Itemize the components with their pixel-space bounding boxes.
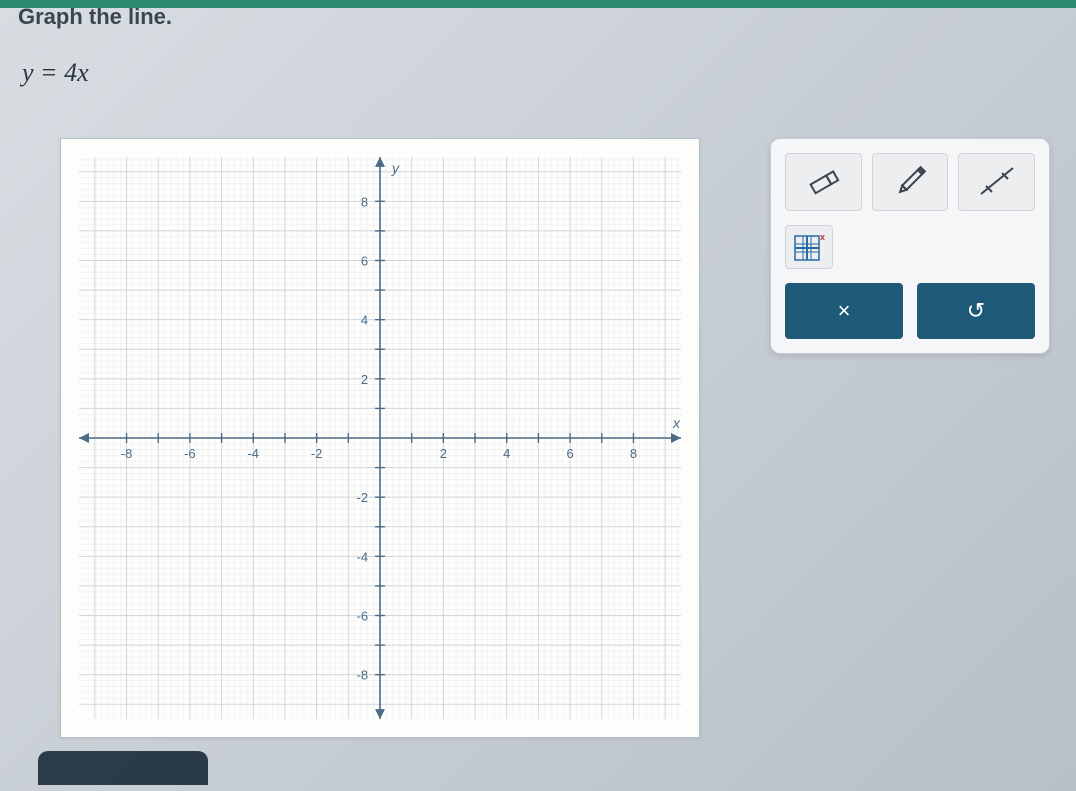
undo-icon: ↺ <box>967 298 985 324</box>
content-row: -8 -6 -4 -2 2 4 6 8 8 6 4 2 -2 -4 -6 -8 x y <box>0 98 1076 738</box>
svg-text:6: 6 <box>566 446 573 461</box>
svg-text:2: 2 <box>440 446 447 461</box>
svg-text:4: 4 <box>361 313 368 328</box>
pencil-icon <box>890 162 930 202</box>
svg-text:-8: -8 <box>121 446 133 461</box>
coordinate-grid[interactable]: -8 -6 -4 -2 2 4 6 8 8 6 4 2 -2 -4 -6 -8 x y <box>61 139 699 737</box>
line-points-icon <box>975 162 1019 202</box>
svg-text:y: y <box>391 160 400 176</box>
grid-settings-button[interactable]: x <box>785 225 833 269</box>
question-area: Graph the line. y = 4x <box>0 4 1076 98</box>
grid-settings-icon: x <box>792 231 826 263</box>
bottom-bar-fragment <box>38 751 208 785</box>
svg-text:-8: -8 <box>357 668 369 683</box>
tool-row-1 <box>785 153 1035 211</box>
tool-row-2: x <box>785 225 1035 269</box>
action-row: × ↺ <box>785 283 1035 339</box>
svg-text:8: 8 <box>630 446 637 461</box>
line-tool-button[interactable] <box>958 153 1035 211</box>
svg-text:x: x <box>672 415 681 431</box>
svg-text:-6: -6 <box>184 446 196 461</box>
equation-text: y = 4x <box>22 58 1058 88</box>
svg-text:x: x <box>820 232 825 242</box>
clear-icon: × <box>838 298 851 324</box>
svg-text:8: 8 <box>361 194 368 209</box>
instruction-text: Graph the line. <box>18 4 1058 30</box>
undo-button[interactable]: ↺ <box>917 283 1035 339</box>
svg-text:-4: -4 <box>357 549 369 564</box>
svg-text:4: 4 <box>503 446 510 461</box>
svg-text:-6: -6 <box>357 608 369 623</box>
svg-text:6: 6 <box>361 253 368 268</box>
svg-text:-2: -2 <box>311 446 323 461</box>
eraser-icon <box>803 166 843 198</box>
clear-button[interactable]: × <box>785 283 903 339</box>
pencil-tool-button[interactable] <box>872 153 949 211</box>
svg-text:2: 2 <box>361 372 368 387</box>
eraser-tool-button[interactable] <box>785 153 862 211</box>
svg-text:-4: -4 <box>248 446 260 461</box>
tool-panel: x × ↺ <box>770 138 1050 354</box>
svg-text:-2: -2 <box>357 490 369 505</box>
graph-canvas[interactable]: -8 -6 -4 -2 2 4 6 8 8 6 4 2 -2 -4 -6 -8 x y <box>60 138 700 738</box>
